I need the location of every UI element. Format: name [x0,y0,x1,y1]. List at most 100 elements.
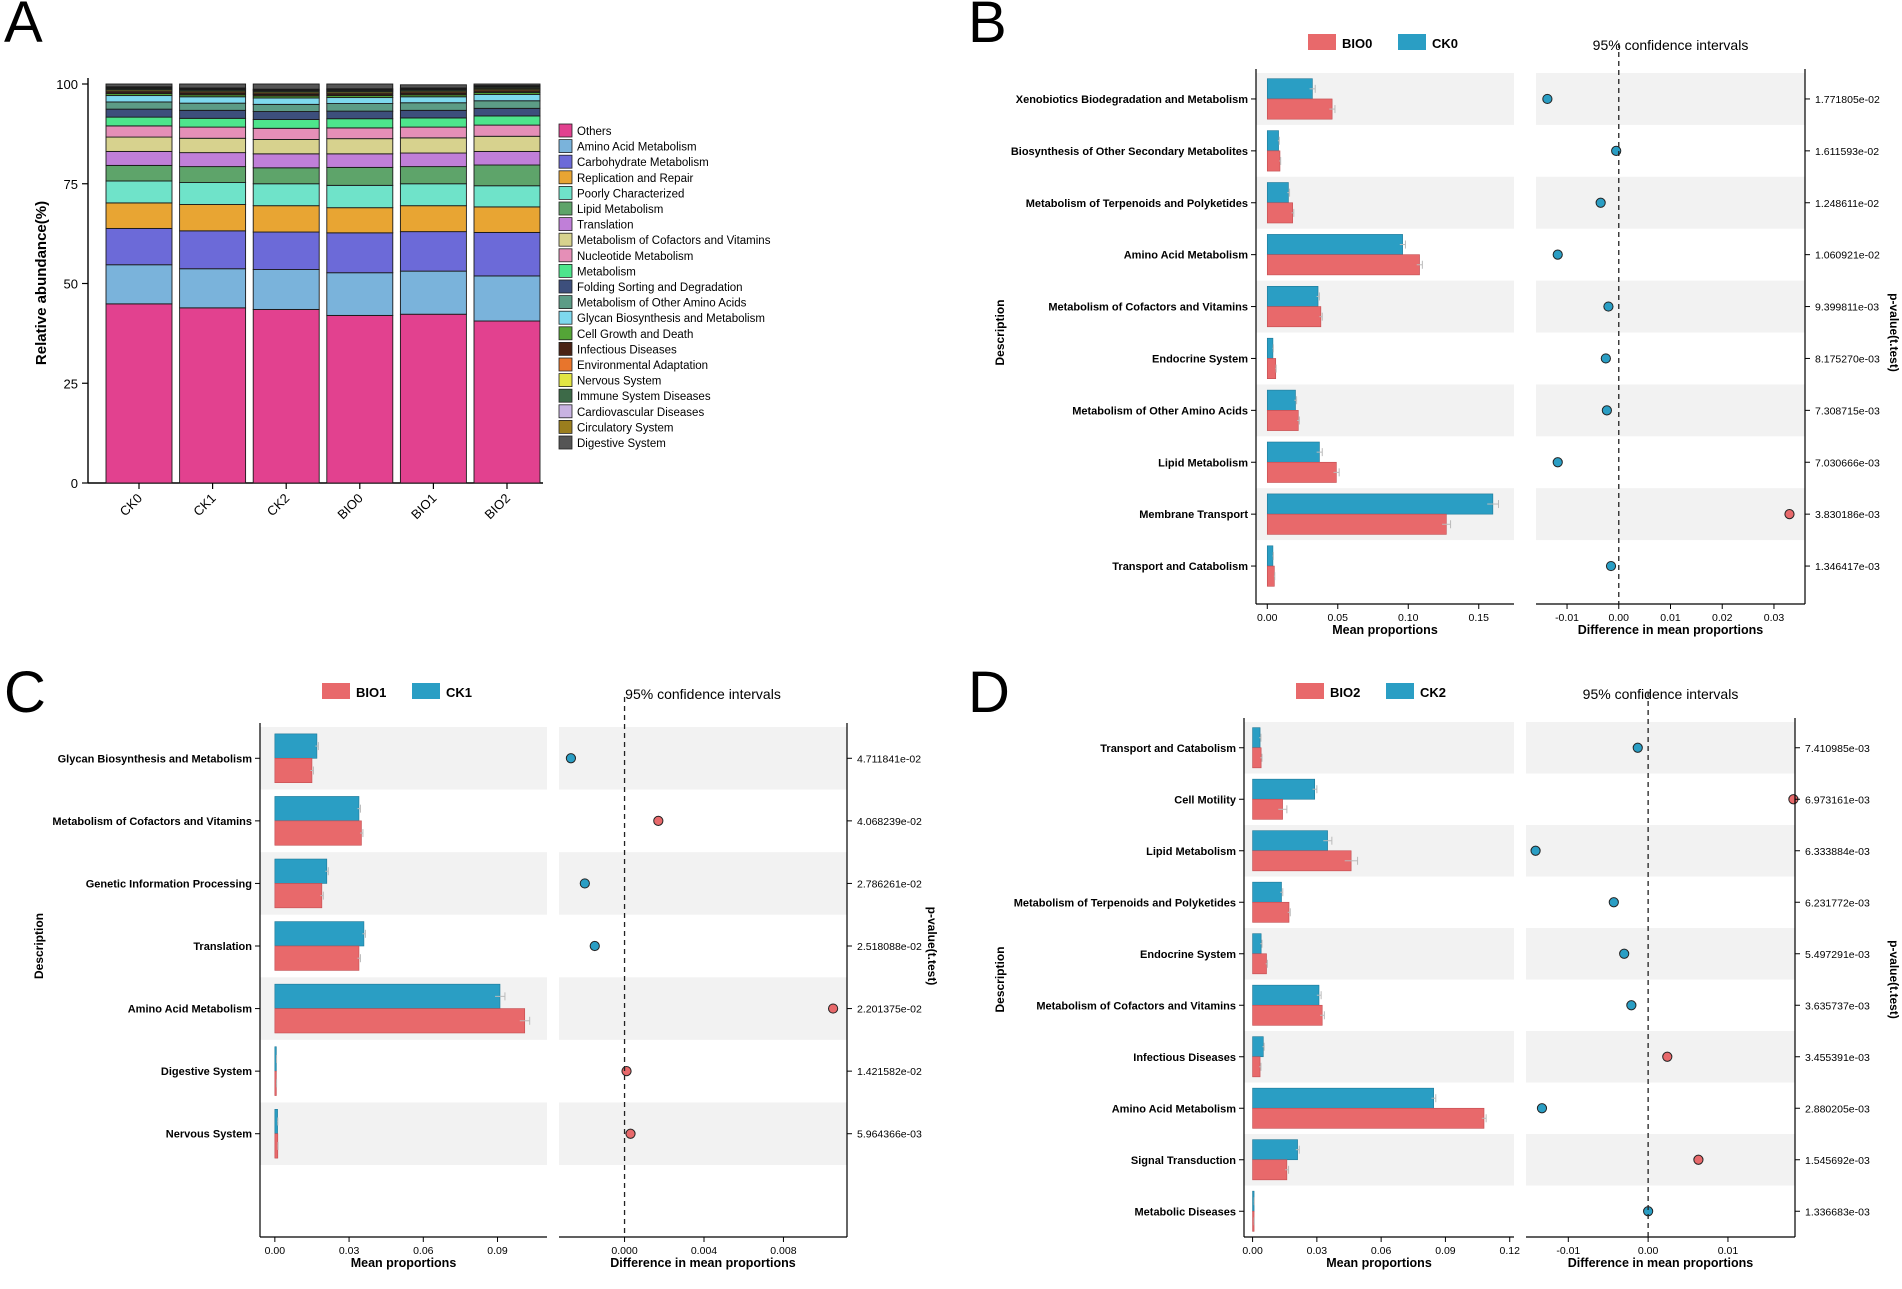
bar-group1 [274,757,313,783]
legend-label: Environmental Adaptation [577,360,708,372]
legend-swatch [558,310,573,325]
p-value: 3.455391e-03 [1805,1052,1870,1064]
bar-segment [399,152,467,168]
legend-label: Carbohydrate Metabolism [577,157,709,169]
row-band [1536,384,1805,437]
difference-point [1605,560,1617,572]
category-label: Lipid Metabolism [1146,846,1236,858]
legend-label: Others [577,126,612,138]
bar-segment [252,97,320,105]
bar-segment [105,136,173,152]
row-band [559,1102,847,1165]
difference-point [1600,353,1611,364]
legend-swatch-group2 [1398,34,1426,50]
bar-segment [473,107,541,117]
difference-point [1552,457,1563,468]
legend-swatch [558,326,573,341]
bar-segment [473,275,541,322]
legend-label: Translation [577,220,633,232]
bar-segment [105,116,173,127]
bar-segment [473,164,541,187]
bar-segment [473,100,541,109]
legend-label-group2: CK0 [1432,36,1458,51]
legend-swatch [558,263,573,278]
y-tick-label: 25 [64,376,78,391]
legend-label: Lipid Metabolism [577,204,663,216]
x-tick-label: 0.004 [691,1245,717,1257]
bar-group2 [1252,1087,1434,1109]
legend-label: Amino Acid Metabolism [577,142,697,154]
bar-group1 [1252,1004,1323,1026]
row-band [1244,722,1514,774]
category-label: Transport and Catabolism [1112,561,1248,573]
bar-segment [179,137,247,154]
legend-label: Metabolism of Other Amino Acids [577,298,747,310]
legend-label: Digestive System [577,438,666,450]
bar-segment [399,126,467,139]
panel-c: C BIO1 CK1 95% confidence intervals Glycan B… [4,660,939,1270]
bar-group2 [274,921,365,947]
bar-group1 [1252,1107,1485,1129]
difference-point [1595,197,1606,208]
legend-label: Metabolism of Cofactors and Vitamins [577,235,771,247]
left-x-title: Mean proportions [1326,1256,1432,1270]
bar-segment [105,303,173,484]
bar-group1 [1266,461,1337,483]
legend-swatch [558,388,573,403]
bar-segment [252,103,320,112]
y-tick-label: 50 [64,277,78,292]
legend-label-group2: CK1 [446,685,472,700]
bar-group1 [1252,850,1352,872]
x-tick-label: 0.008 [770,1245,796,1257]
left-x-title: Mean proportions [1332,623,1438,637]
legend-swatch [558,404,573,419]
bar-segment [179,307,247,484]
bar-group2 [1266,234,1403,255]
bar-segment [326,83,394,90]
bar-group1 [1266,358,1277,379]
p-value-title: p-value(t.test) [1887,940,1901,1019]
bar-segment [179,182,247,205]
bar-group1 [1252,798,1283,820]
right-x-title: Difference in mean proportions [610,1256,795,1270]
bar-segment [252,153,320,169]
bar-group2 [1252,881,1282,903]
legend-swatch [558,201,573,216]
category-label: Glycan Biosynthesis and Metabolism [58,753,253,765]
legend-label: Cardiovascular Diseases [577,407,704,419]
bar-segment [252,308,320,484]
bar-group2 [1252,1139,1298,1161]
bar-group1 [1266,254,1420,276]
bar-segment [473,135,541,152]
bar-segment [326,272,394,316]
bar-group1 [274,883,323,909]
x-tick-label: 0.09 [487,1245,508,1257]
legend-swatch [558,123,573,138]
legend-label: Infectious Diseases [577,344,677,356]
bar-segment [473,185,541,208]
x-tick-label: CK0 [117,491,145,519]
row-band [1526,1134,1795,1186]
bar-group1 [1266,565,1275,587]
difference-point [653,815,664,826]
p-value: 2.880205e-03 [1805,1103,1870,1115]
bar-group2 [274,1109,278,1135]
category-label: Metabolism of Terpenoids and Polyketides [1014,897,1236,909]
x-tick-label: 0.02 [1712,612,1733,624]
category-label: Metabolism of Cofactors and Vitamins [1036,1000,1236,1012]
bar-segment [473,150,541,166]
row-band [1536,176,1805,229]
row-band [260,1102,547,1165]
x-tick-label: 0.000 [611,1245,637,1257]
bar-segment [179,166,247,184]
row-band [559,852,847,915]
bar-segment [252,83,320,90]
p-value: 3.635737e-03 [1805,1000,1870,1012]
panel-label-c: C [4,660,46,725]
legend-swatch-group1 [1296,683,1324,699]
p-value: 8.175270e-03 [1815,353,1880,365]
p-value-title: p-value(t.test) [1887,293,1901,372]
panel-d: D BIO2 CK2 95% confidence intervals Transpor… [968,660,1901,1270]
category-label: Membrane Transport [1139,509,1248,521]
bar-segment [399,109,467,119]
